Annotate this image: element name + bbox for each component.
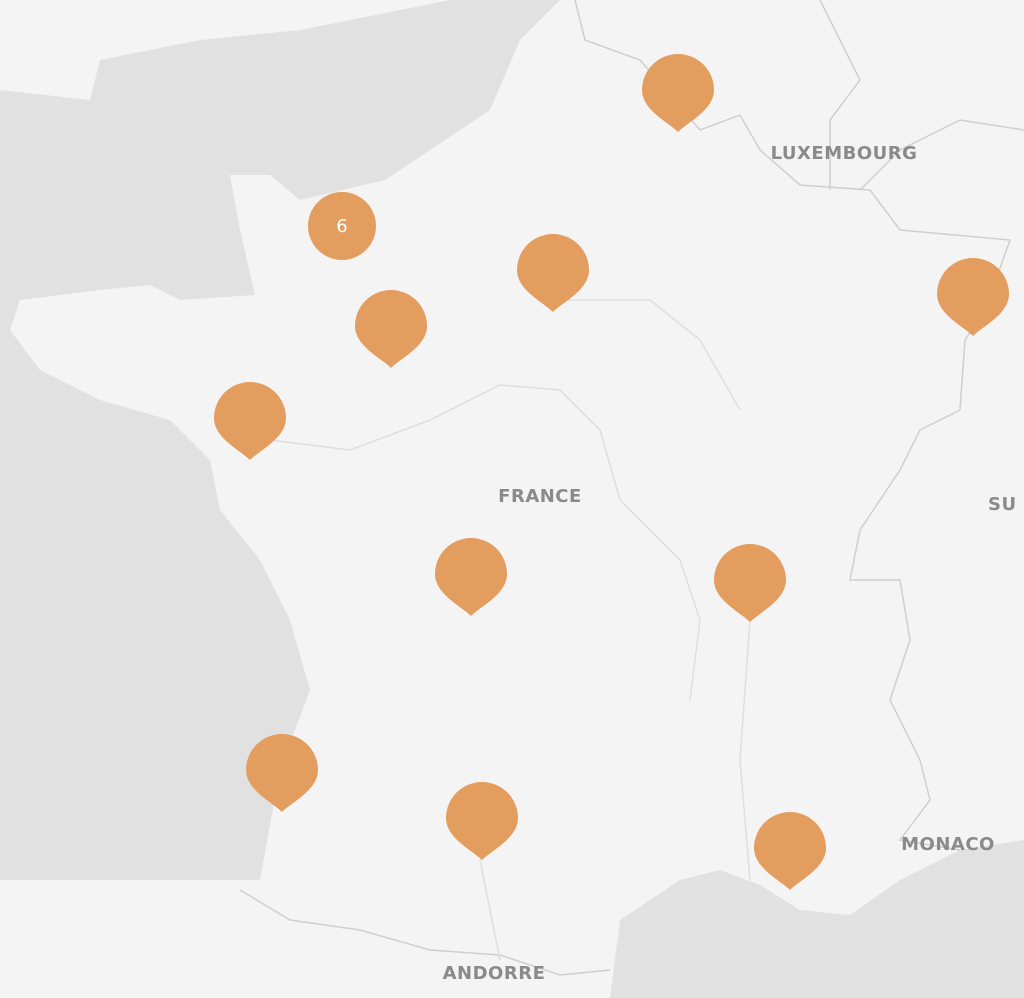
cluster-marker[interactable]: [308, 192, 376, 260]
country-label: FRANCE: [498, 486, 582, 507]
map-pin[interactable]: [714, 544, 786, 622]
country-label: ANDORRE: [443, 963, 546, 984]
map-pin[interactable]: [446, 782, 518, 860]
markers: [214, 54, 1009, 890]
map-pin[interactable]: [517, 234, 589, 312]
country-label: MONACO: [901, 834, 995, 855]
border: [239, 889, 611, 976]
cluster-count[interactable]: 6: [336, 216, 347, 237]
river: [269, 299, 751, 961]
country-label: SU: [988, 494, 1017, 515]
country-label: LUXEMBOURG: [771, 143, 918, 164]
map-pin[interactable]: [214, 382, 286, 460]
border: [574, 0, 1012, 851]
map-pin[interactable]: [642, 54, 714, 132]
map-pin[interactable]: [937, 258, 1009, 336]
atlantic-sea: [0, 0, 560, 880]
map-pin[interactable]: [355, 290, 427, 368]
map-pin[interactable]: [246, 734, 318, 812]
border: [819, 0, 1024, 191]
mediterranean-sea: [610, 840, 1024, 998]
map-pin[interactable]: [435, 538, 507, 616]
map-pin[interactable]: [754, 812, 826, 890]
